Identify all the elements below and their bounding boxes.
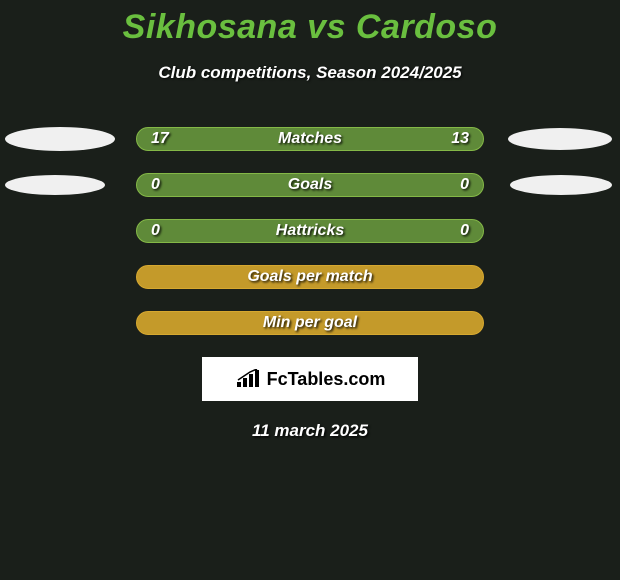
stat-value-right: 0 [460,176,469,194]
stat-row: Min per goal [0,311,620,335]
stat-label: Hattricks [276,222,344,240]
stat-label: Min per goal [263,314,357,332]
stat-rows: 17 Matches 13 0 Goals 0 0 Hattricks 0 Goals per m… [0,127,620,335]
date-label: 11 march 2025 [0,421,620,441]
stat-bar: Min per goal [136,311,484,335]
stat-bar: Goals per match [136,265,484,289]
stat-bar: 0 Goals 0 [136,173,484,197]
stat-row: Goals per match [0,265,620,289]
subtitle: Club competitions, Season 2024/2025 [0,63,620,83]
stat-label: Goals per match [247,268,372,286]
stat-value-right: 13 [451,130,469,148]
stat-label: Goals [288,176,332,194]
stat-row: 17 Matches 13 [0,127,620,151]
comparison-card: Sikhosana vs Cardoso Club competitions, … [0,0,620,441]
bubble-right [508,128,612,150]
stat-row: 0 Hattricks 0 [0,219,620,243]
page-title: Sikhosana vs Cardoso [0,8,620,47]
bubble-left [5,127,115,151]
stat-value-left: 0 [151,222,160,240]
stat-bar: 0 Hattricks 0 [136,219,484,243]
stat-value-left: 0 [151,176,160,194]
brand-text: FcTables.com [267,369,386,390]
bubble-left [5,175,105,195]
brand-badge[interactable]: FcTables.com [202,357,418,401]
stat-value-left: 17 [151,130,169,148]
chart-icon [235,369,263,389]
bubble-right [510,175,612,195]
stat-value-right: 0 [460,222,469,240]
stat-label: Matches [278,130,342,148]
stat-row: 0 Goals 0 [0,173,620,197]
stat-bar: 17 Matches 13 [136,127,484,151]
